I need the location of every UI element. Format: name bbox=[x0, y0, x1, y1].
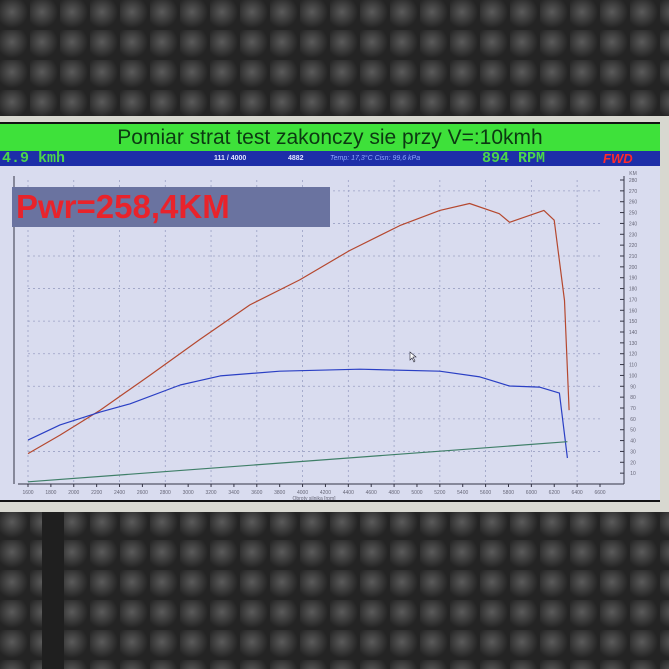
x-tick-label: 6400 bbox=[572, 490, 583, 496]
status-title: Pomiar strat test zakonczy sie przy V=:1… bbox=[0, 124, 660, 151]
x-tick-label: 3400 bbox=[228, 490, 239, 496]
speed-readout: 4.9 kmh bbox=[2, 150, 66, 167]
y-right-tick-label: 60 bbox=[630, 417, 636, 423]
monitor-stand bbox=[42, 512, 64, 669]
y-right-unit: KM bbox=[629, 171, 637, 177]
y-right-tick-label: 50 bbox=[630, 428, 636, 434]
y-right-tick-label: 20 bbox=[630, 460, 636, 466]
y-right-tick-label: 200 bbox=[629, 265, 638, 271]
x-tick-label: 4600 bbox=[366, 490, 377, 496]
y-right-tick-label: 80 bbox=[630, 395, 636, 401]
y-right-tick-label: 240 bbox=[629, 221, 638, 227]
x-tick-label: 3200 bbox=[205, 490, 216, 496]
x-tick-label: 1600 bbox=[22, 490, 33, 496]
series-line-2 bbox=[27, 441, 568, 483]
y-right-tick-label: 90 bbox=[630, 384, 636, 390]
y-right-tick-label: 100 bbox=[629, 373, 638, 379]
x-tick-label: 2400 bbox=[114, 490, 125, 496]
x-tick-label: 2600 bbox=[137, 490, 148, 496]
x-tick-label: 3600 bbox=[251, 490, 262, 496]
value-readout: 4882 bbox=[288, 155, 304, 162]
y-right-tick-label: 230 bbox=[629, 232, 638, 238]
x-tick-label: 4000 bbox=[297, 490, 308, 496]
x-tick-label: 4800 bbox=[389, 490, 400, 496]
x-tick-label: 2200 bbox=[91, 490, 102, 496]
power-result: Pwr=258,4KM bbox=[12, 187, 330, 227]
x-tick-label: 5400 bbox=[457, 490, 468, 496]
y-right-tick-label: 110 bbox=[629, 363, 637, 369]
x-tick-label: 5000 bbox=[411, 490, 422, 496]
x-tick-label: 3000 bbox=[183, 490, 194, 496]
y-right-tick-label: 220 bbox=[629, 243, 638, 249]
counter-readout: 111 / 4000 bbox=[214, 155, 247, 162]
status-bar: 4.9 kmh 111 / 4000 4882 Temp: 17,3°C Cis… bbox=[0, 151, 660, 166]
x-tick-label: 3800 bbox=[274, 490, 285, 496]
x-tick-label: 4400 bbox=[343, 490, 354, 496]
x-tick-label: 4200 bbox=[320, 490, 331, 496]
y-right-tick-label: 250 bbox=[629, 211, 638, 217]
y-right-tick-label: 120 bbox=[629, 352, 638, 358]
x-axis-label: Obroty silnika [rpm] bbox=[292, 496, 336, 500]
x-tick-label: 6000 bbox=[526, 490, 537, 496]
rpm-readout: 894 RPM bbox=[482, 150, 546, 167]
y-right-tick-label: 40 bbox=[630, 439, 636, 445]
y-right-tick-label: 160 bbox=[629, 308, 638, 314]
y-right-tick-label: 260 bbox=[629, 200, 638, 206]
x-tick-label: 6200 bbox=[549, 490, 560, 496]
y-right-tick-label: 190 bbox=[629, 276, 638, 282]
x-tick-label: 1800 bbox=[45, 490, 56, 496]
y-right-tick-label: 30 bbox=[630, 449, 636, 455]
x-tick-label: 2000 bbox=[68, 490, 79, 496]
y-right-tick-label: 210 bbox=[629, 254, 638, 260]
y-right-tick-label: 10 bbox=[630, 471, 636, 477]
conditions-readout: Temp: 17,3°C Cisn: 99,6 kPa bbox=[330, 155, 421, 162]
y-right-tick-label: 280 bbox=[629, 178, 638, 184]
series-line-1 bbox=[27, 368, 568, 459]
y-right-tick-label: 70 bbox=[630, 406, 636, 412]
y-right-tick-label: 270 bbox=[629, 189, 638, 195]
series-line-0 bbox=[27, 202, 570, 455]
x-tick-label: 6600 bbox=[594, 490, 605, 496]
y-right-tick-label: 140 bbox=[629, 330, 638, 336]
y-right-tick-label: 180 bbox=[629, 287, 638, 293]
drive-badge: FWD bbox=[603, 151, 633, 166]
x-tick-label: 5200 bbox=[434, 490, 445, 496]
x-tick-label: 5600 bbox=[480, 490, 491, 496]
mouse-cursor-icon bbox=[409, 351, 417, 363]
y-right-tick-label: 170 bbox=[629, 297, 638, 303]
dyno-chart: 1600 1800 2000 2200 2400 2600 2800 3000 3200 3400… bbox=[13, 171, 638, 500]
y-right-tick-label: 130 bbox=[629, 341, 638, 347]
x-tick-label: 2800 bbox=[160, 490, 171, 496]
y-right-tick-label: 150 bbox=[629, 319, 638, 325]
x-tick-label: 5800 bbox=[503, 490, 514, 496]
